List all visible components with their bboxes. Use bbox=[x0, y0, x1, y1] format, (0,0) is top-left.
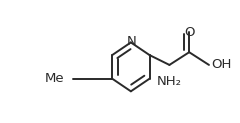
Text: Me: Me bbox=[45, 72, 65, 85]
Text: NH₂: NH₂ bbox=[157, 75, 182, 88]
Text: N: N bbox=[127, 35, 137, 48]
Text: O: O bbox=[184, 26, 194, 39]
Text: OH: OH bbox=[211, 58, 231, 71]
